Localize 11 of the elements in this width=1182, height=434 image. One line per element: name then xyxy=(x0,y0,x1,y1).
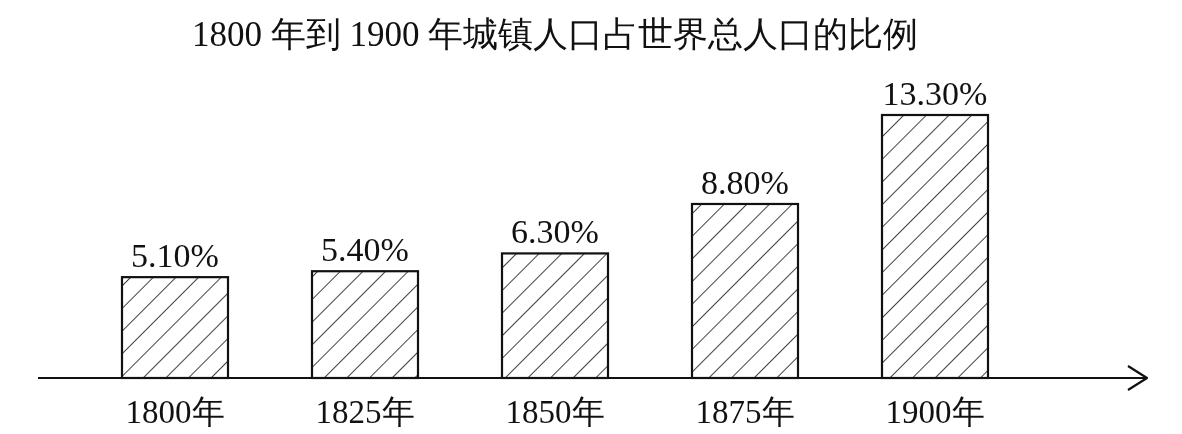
chart-title: 1800 年到 1900 年城镇人口占世界总人口的比例 xyxy=(191,15,919,54)
data-label: 5.10% xyxy=(131,237,219,275)
x-tick-label: 1850年 xyxy=(505,394,605,430)
data-label: 6.30% xyxy=(511,213,599,251)
data-label: 5.40% xyxy=(321,231,409,269)
data-label: 8.80% xyxy=(701,163,789,201)
x-tick-label: 1875年 xyxy=(695,394,795,430)
x-tick-label: 1800年 xyxy=(125,394,225,430)
data-label: 13.30% xyxy=(882,75,988,112)
x-tick-label: 1825年 xyxy=(315,394,415,430)
x-tick-label: 1900年 xyxy=(885,394,985,430)
